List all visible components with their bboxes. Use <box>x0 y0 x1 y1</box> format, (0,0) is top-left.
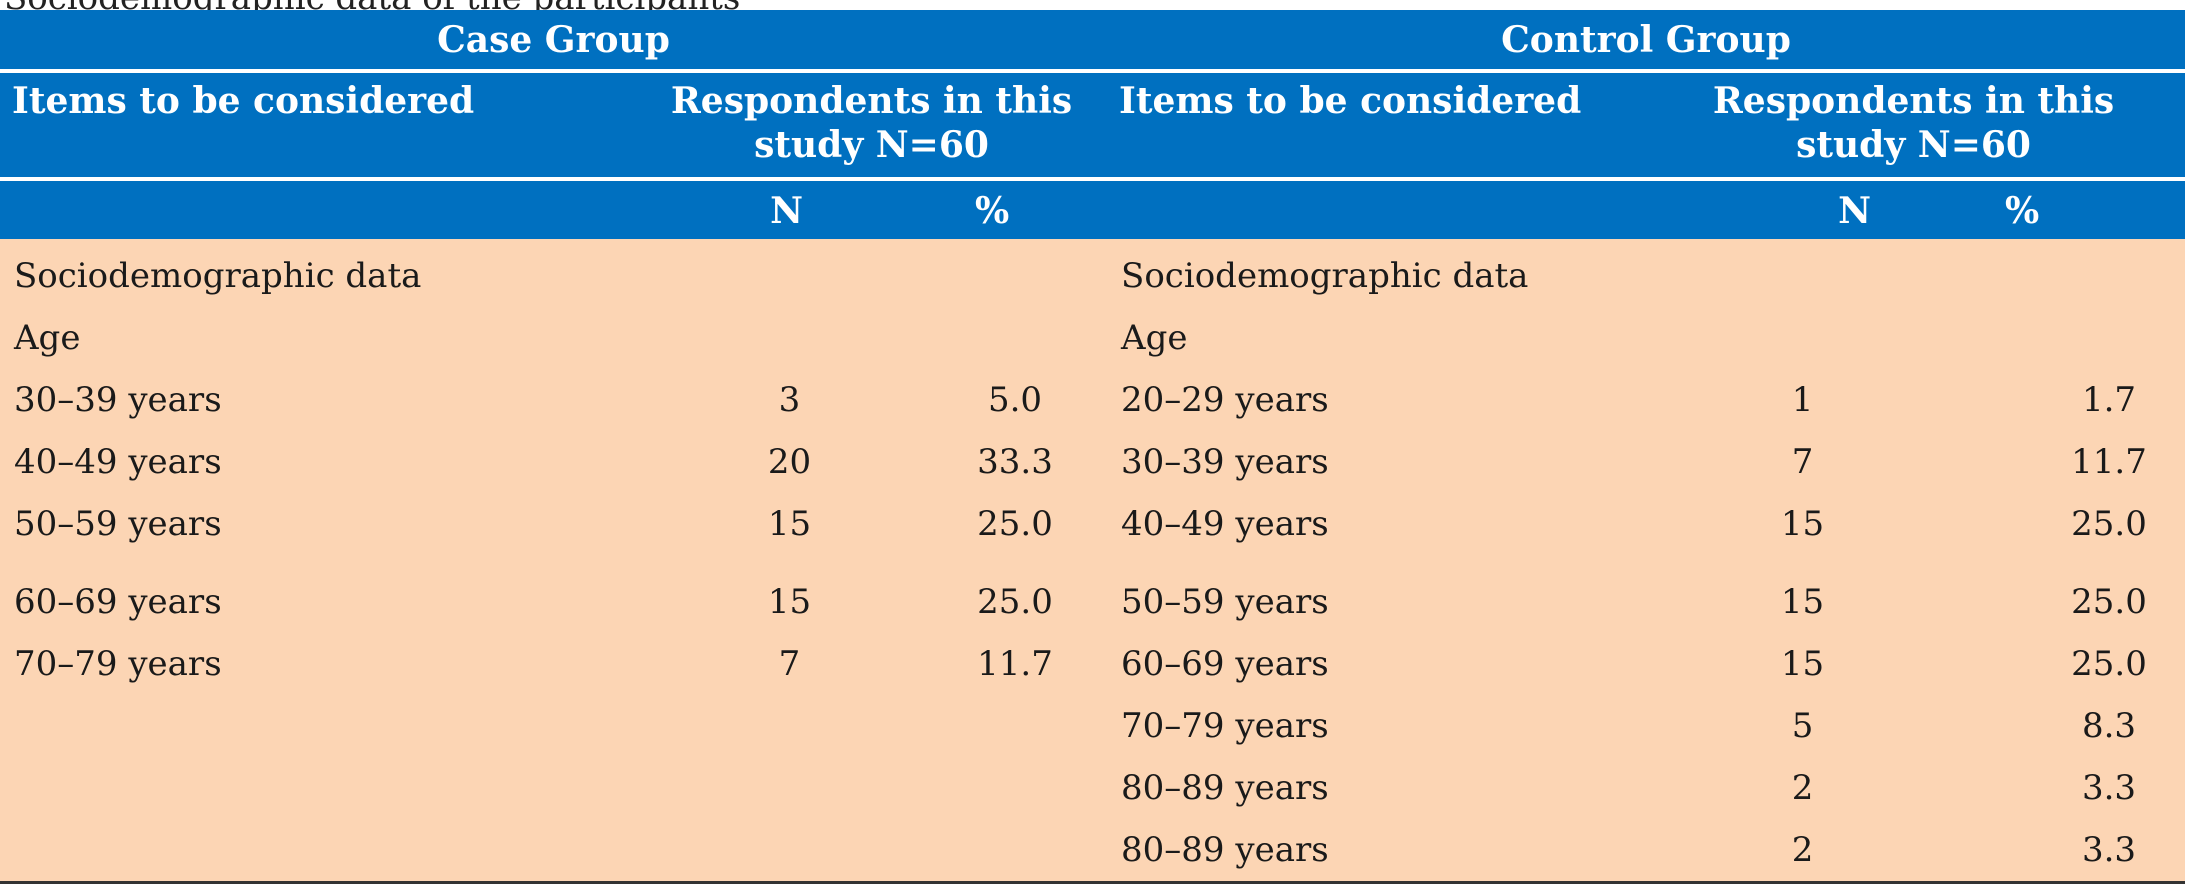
case-n: 7 <box>636 633 857 695</box>
case-pct <box>857 307 1108 369</box>
case-items-header: Items to be considered <box>0 71 636 181</box>
control-n: 15 <box>1642 555 1918 633</box>
control-label: Sociodemographic data <box>1107 239 1643 307</box>
control-pct-header: % <box>1917 179 2185 239</box>
control-n <box>1642 239 1918 307</box>
control-pct: 3.3 <box>1917 757 2185 819</box>
control-label: 50–59 years <box>1107 555 1643 633</box>
case-pct: 25.0 <box>857 555 1108 633</box>
case-label: 60–69 years <box>0 555 636 633</box>
control-label: 70–79 years <box>1107 695 1643 757</box>
table-row: Age Age <box>0 307 2185 369</box>
case-n: 15 <box>636 493 857 555</box>
case-label: 30–39 years <box>0 369 636 431</box>
control-label: 30–39 years <box>1107 431 1643 493</box>
control-pct: 25.0 <box>1917 555 2185 633</box>
control-n <box>1642 307 1918 369</box>
case-pct-header: % <box>857 179 1108 239</box>
case-n-header: N <box>636 179 857 239</box>
control-n: 2 <box>1642 757 1918 819</box>
table-row: 40–49 years 20 33.3 30–39 years 7 11.7 <box>0 431 2185 493</box>
case-label: 70–79 years <box>0 633 636 695</box>
table-row: Sociodemographic data Sociodemographic d… <box>0 239 2185 307</box>
case-n <box>636 819 857 884</box>
sociodemographic-table: Case Group Control Group Items to be con… <box>0 10 2185 884</box>
case-group-header: Case Group <box>0 10 1108 73</box>
case-n: 3 <box>636 369 857 431</box>
table-row: 80–89 years 2 3.3 <box>0 757 2185 819</box>
control-n: 5 <box>1642 695 1918 757</box>
case-label: 40–49 years <box>0 431 636 493</box>
control-label: Age <box>1107 307 1643 369</box>
case-label: Age <box>0 307 636 369</box>
table-row: 30–39 years 3 5.0 20–29 years 1 1.7 <box>0 369 2185 431</box>
table-caption: Sociodemographic data of the participant… <box>0 0 2185 10</box>
case-respondents-header: Respondents in this study N=60 <box>636 71 1108 181</box>
case-pct <box>857 239 1108 307</box>
case-label <box>0 757 636 819</box>
control-n: 15 <box>1642 633 1918 695</box>
case-n <box>636 757 857 819</box>
case-label <box>0 819 636 884</box>
case-pct <box>857 757 1108 819</box>
control-label: 80–89 years <box>1107 819 1643 884</box>
case-label: 50–59 years <box>0 493 636 555</box>
control-pct: 1.7 <box>1917 369 2185 431</box>
case-label <box>0 695 636 757</box>
control-pct: 3.3 <box>1917 819 2185 884</box>
case-pct <box>857 819 1108 884</box>
control-n: 15 <box>1642 493 1918 555</box>
case-n: 15 <box>636 555 857 633</box>
table-row: 50–59 years 15 25.0 40–49 years 15 25.0 <box>0 493 2185 555</box>
control-label: 40–49 years <box>1107 493 1643 555</box>
case-pct: 25.0 <box>857 493 1108 555</box>
table-row: 80–89 years 2 3.3 <box>0 819 2185 884</box>
case-n <box>636 695 857 757</box>
control-blank-header <box>1107 179 1643 239</box>
control-group-header: Control Group <box>1107 10 2185 73</box>
control-pct <box>1917 307 2185 369</box>
case-n <box>636 239 857 307</box>
case-pct: 11.7 <box>857 633 1108 695</box>
control-pct: 25.0 <box>1917 493 2185 555</box>
control-pct <box>1917 239 2185 307</box>
control-pct: 25.0 <box>1917 633 2185 695</box>
case-n <box>636 307 857 369</box>
case-n: 20 <box>636 431 857 493</box>
control-items-header: Items to be considered <box>1107 71 1643 181</box>
case-label: Sociodemographic data <box>0 239 636 307</box>
case-pct: 5.0 <box>857 369 1108 431</box>
case-pct: 33.3 <box>857 431 1108 493</box>
case-pct <box>857 695 1108 757</box>
control-label: 80–89 years <box>1107 757 1643 819</box>
control-label: 20–29 years <box>1107 369 1643 431</box>
control-pct: 8.3 <box>1917 695 2185 757</box>
control-n: 2 <box>1642 819 1918 884</box>
case-blank-header <box>0 179 636 239</box>
table-row: 70–79 years 7 11.7 60–69 years 15 25.0 <box>0 633 2185 695</box>
control-n-header: N <box>1642 179 1918 239</box>
control-n: 1 <box>1642 369 1918 431</box>
control-label: 60–69 years <box>1107 633 1643 695</box>
control-pct: 11.7 <box>1917 431 2185 493</box>
control-n: 7 <box>1642 431 1918 493</box>
table-row: 70–79 years 5 8.3 <box>0 695 2185 757</box>
table-row: 60–69 years 15 25.0 50–59 years 15 25.0 <box>0 555 2185 633</box>
control-respondents-header: Respondents in this study N=60 <box>1642 71 2185 181</box>
